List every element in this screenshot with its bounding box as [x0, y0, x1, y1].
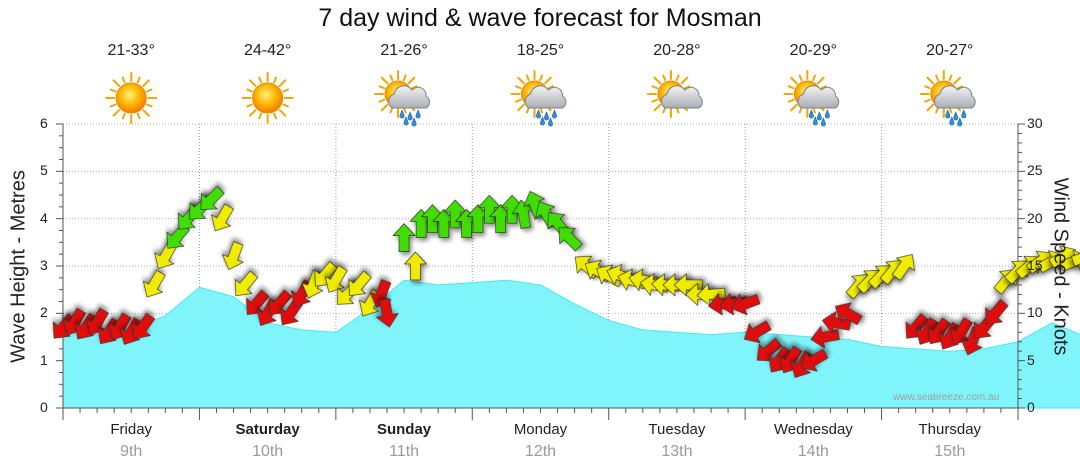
- wind-arrow: [404, 251, 427, 281]
- y-tick-label-left: 4: [40, 209, 48, 226]
- y-tick-label-right: 25: [1027, 162, 1043, 179]
- sunny-icon: [105, 72, 158, 124]
- x-tick-label-date: 15th: [934, 443, 966, 460]
- wind-arrow: [834, 302, 863, 326]
- day-temperature: 24-42°: [208, 42, 328, 60]
- wind-arrow: [348, 270, 372, 297]
- wind-arrow: [200, 185, 225, 210]
- y-axis-label-right: Wind Speed - Knots: [1049, 177, 1072, 356]
- cloud-shape: [388, 85, 430, 109]
- day-temperature: 20-29°: [753, 42, 873, 60]
- y-tick-label-left: 0: [40, 399, 48, 415]
- cloud-shape: [797, 85, 840, 109]
- wind-arrow: [234, 270, 259, 297]
- sun-shape: [105, 72, 158, 124]
- y-tick-label-right: 10: [1027, 304, 1043, 321]
- axes: [56, 123, 1025, 420]
- x-tick-label-day: Saturday: [235, 421, 300, 438]
- x-tick-label-date: 14th: [797, 443, 829, 460]
- wind-arrow: [731, 293, 761, 316]
- temperature-range: 21-26°: [380, 42, 428, 59]
- temperature-range: 18-25°: [516, 42, 565, 59]
- temperature-range: 21-33°: [107, 42, 155, 59]
- y-tick-label-left: 2: [40, 304, 48, 321]
- sun-cloud-rain-icon: [783, 70, 840, 127]
- x-tick-label-date: 9th: [120, 443, 143, 460]
- sun-shape: [241, 72, 294, 124]
- cloud-shape: [934, 85, 976, 109]
- wind-arrow: [132, 312, 156, 340]
- wind-arrow: [891, 254, 915, 281]
- x-tick-label-day: Sunday: [376, 421, 432, 438]
- rain-drops: [399, 109, 421, 127]
- wind-arrow: [985, 299, 1009, 325]
- wind-arrow: [1070, 245, 1080, 267]
- sun-cloud-rain-icon: [510, 70, 567, 127]
- x-tick-label-day: Thursday: [918, 421, 982, 438]
- x-tick-label-date: 13th: [661, 443, 693, 460]
- day-temperature: 20-28°: [617, 42, 737, 60]
- temperature-range: 20-27°: [926, 42, 974, 59]
- wave-height-area: [62, 279, 1080, 409]
- rain-drops: [945, 109, 967, 127]
- day-temperature: 18-25°: [481, 42, 601, 60]
- wind-arrow: [75, 312, 99, 340]
- x-tick-label-date: 11th: [389, 443, 420, 460]
- sun-cloud-rain-icon: [919, 70, 976, 127]
- x-tick-label-date: 12th: [524, 443, 557, 460]
- x-tick-label-day: Friday: [110, 421, 153, 438]
- y-tick-label-left: 5: [40, 162, 48, 179]
- y-tick-label-left: 3: [40, 257, 48, 273]
- y-tick-label-right: 30: [1027, 115, 1043, 131]
- watermark: www.seabreeze.com.au: [893, 392, 1000, 403]
- wave-area: [62, 279, 1080, 409]
- cloud-shape: [524, 85, 567, 109]
- y-tick-label-left: 1: [40, 351, 48, 368]
- wind-arrow: [376, 298, 399, 328]
- wind-arrow: [392, 223, 416, 252]
- rain-drops: [536, 109, 557, 127]
- wind-arrow: [821, 311, 852, 334]
- wind-arrow: [97, 317, 121, 345]
- y-tick-label-left: 6: [40, 115, 48, 131]
- wind-arrow: [744, 320, 772, 344]
- y-axis-label-left: Wave Height - Metres: [7, 170, 30, 363]
- x-tick-label-date: 10th: [252, 443, 284, 460]
- wind-arrow: [222, 241, 244, 271]
- temperature-range: 20-29°: [789, 42, 837, 59]
- wind-arrows: [52, 185, 1080, 378]
- wind-arrow: [558, 227, 583, 252]
- sun-cloud-rain-icon: [374, 70, 430, 127]
- wind-arrow: [211, 203, 234, 232]
- day-temperature: 20-27°: [890, 42, 1010, 60]
- temperature-range: 20-28°: [653, 42, 701, 59]
- y-tick-label-right: 5: [1027, 351, 1035, 368]
- wind-arrow: [800, 348, 829, 372]
- y-tick-label-right: 15: [1027, 257, 1043, 273]
- weather-icons: [105, 70, 976, 127]
- sun-cloud-icon: [646, 70, 703, 118]
- day-temperature: 21-33°: [71, 42, 191, 60]
- y-tick-label-right: 20: [1027, 209, 1043, 226]
- cloud-shape: [661, 85, 703, 109]
- wind-arrow: [120, 317, 143, 345]
- wind-arrow: [938, 322, 962, 350]
- sunny-icon: [241, 72, 294, 124]
- wind-arrow: [143, 269, 166, 298]
- x-tick-label-day: Tuesday: [648, 421, 706, 438]
- rain-drops: [808, 109, 830, 127]
- x-tick-label-day: Monday: [513, 421, 568, 438]
- y-tick-label-right: 0: [1027, 399, 1035, 415]
- temperature-range: 24-42°: [243, 42, 292, 59]
- chart-title: 7 day wind & wave forecast for Mosman: [318, 4, 762, 32]
- wind-arrow: [324, 265, 348, 293]
- day-temperature: 21-26°: [344, 42, 464, 60]
- x-tick-label-day: Wednesday: [773, 421, 853, 438]
